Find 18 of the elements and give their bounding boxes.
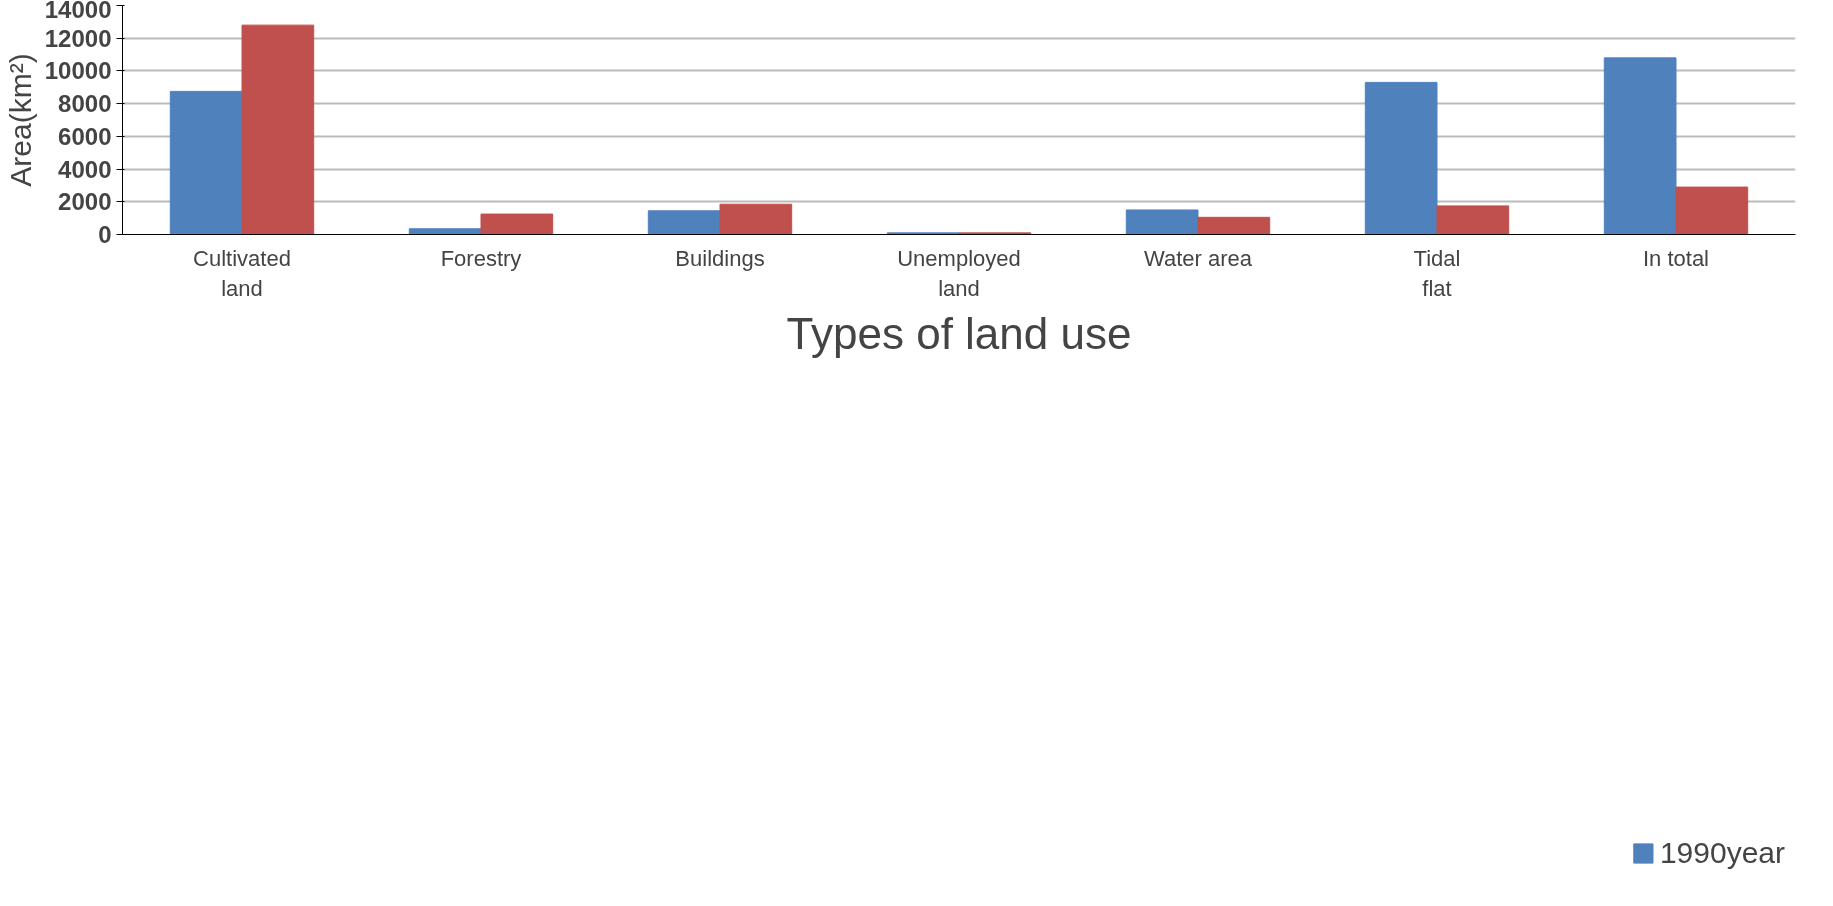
x-tick-label: Tidal flat xyxy=(1413,245,1461,301)
x-tick-label: Buildings xyxy=(675,245,765,271)
y-tick-label: 14000 xyxy=(44,0,112,23)
y-tick-label: 12000 xyxy=(44,24,112,52)
y-axis-title: Area(km²) xyxy=(3,53,37,187)
x-tick-label: Water area xyxy=(1144,245,1253,271)
x-axis-title: Types of land use xyxy=(786,308,1132,358)
y-tick-label: 10000 xyxy=(44,57,112,85)
y-tick-label: 8000 xyxy=(58,90,112,118)
x-tick-label: Forestry xyxy=(440,245,522,271)
x-tick-label: Cultivated land xyxy=(193,245,291,301)
x-tick-label: Unemployed land xyxy=(897,245,1021,301)
y-tick-label: 2000 xyxy=(58,188,112,216)
y-tick-label: 4000 xyxy=(58,155,112,183)
y-tick-label: 0 xyxy=(98,221,112,248)
x-tick-label: In total xyxy=(1642,245,1710,271)
y-tick-label: 6000 xyxy=(58,122,112,150)
legend-label: 1990year xyxy=(1659,836,1785,870)
